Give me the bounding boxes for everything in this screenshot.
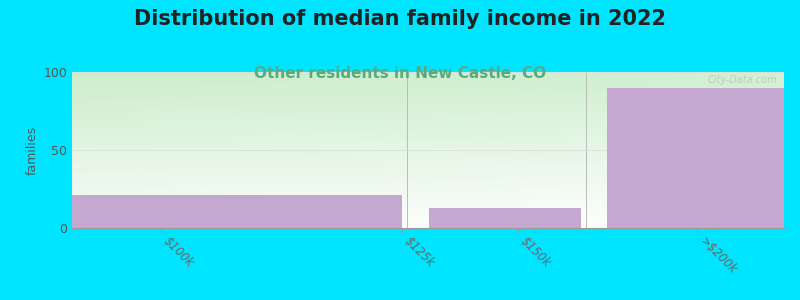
Text: Other residents in New Castle, CO: Other residents in New Castle, CO	[254, 66, 546, 81]
Bar	[72, 195, 402, 228]
Text: City-Data.com: City-Data.com	[707, 75, 777, 85]
Text: Distribution of median family income in 2022: Distribution of median family income in …	[134, 9, 666, 29]
Bar	[607, 88, 784, 228]
Bar	[429, 208, 581, 228]
Y-axis label: families: families	[26, 125, 39, 175]
